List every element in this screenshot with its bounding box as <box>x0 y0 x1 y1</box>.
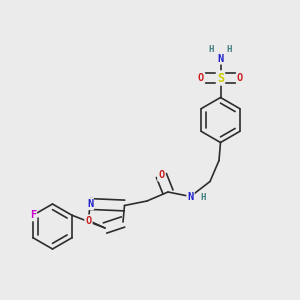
Text: N: N <box>218 53 224 64</box>
Text: O: O <box>237 73 243 83</box>
Text: N: N <box>87 199 93 209</box>
Text: H: H <box>200 194 206 202</box>
Text: O: O <box>85 215 91 226</box>
Text: H: H <box>209 45 214 54</box>
Text: H: H <box>227 45 232 54</box>
Text: O: O <box>198 73 204 83</box>
Text: F: F <box>30 210 36 220</box>
Text: O: O <box>158 170 164 181</box>
Text: N: N <box>188 191 194 202</box>
Text: S: S <box>217 71 224 85</box>
